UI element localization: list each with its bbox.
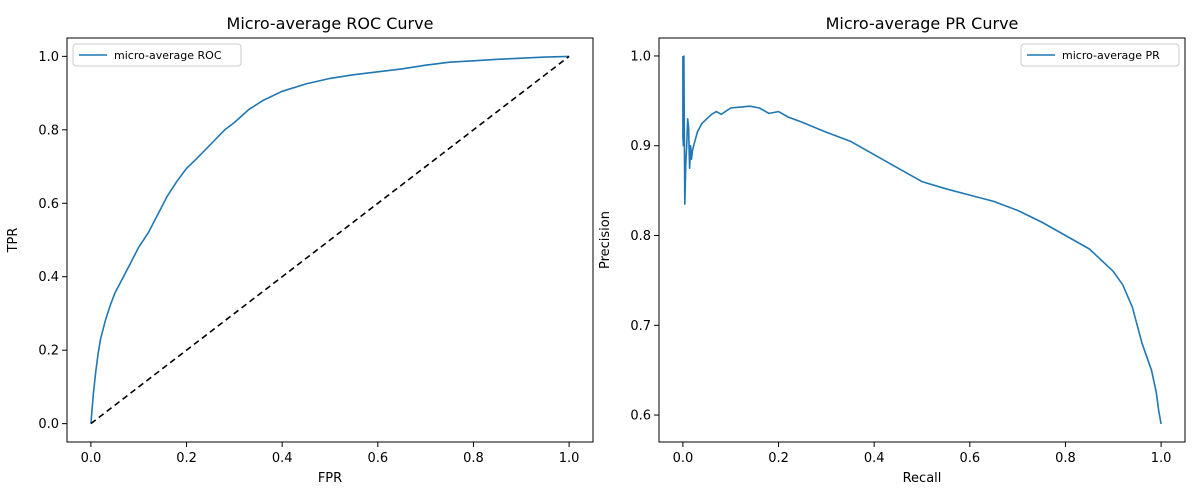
legend: micro-average ROC	[72, 43, 242, 67]
x-tick-label: 0.6	[367, 451, 388, 466]
series-line-micro-average-roc	[90, 55, 570, 424]
x-axis-label: FPR	[318, 471, 342, 486]
x-tick-label: 0.4	[272, 451, 293, 466]
x-tick-label: 0.0	[673, 451, 694, 466]
x-tick-label: 0.2	[176, 451, 197, 466]
x-tick-label: 0.2	[768, 451, 789, 466]
legend-box	[72, 43, 242, 67]
chart-panel-2: Micro-average PR Curve 0.0 0.2 0.4 0.6 0.8 1.0…	[598, 14, 1186, 486]
chart-title: Micro-average PR Curve	[826, 14, 1019, 33]
y-tick-label: 1.0	[630, 49, 651, 64]
y-tick-label: 0.4	[38, 270, 59, 285]
y-axis-label: Precision	[598, 211, 613, 269]
y-tick-label: 0.8	[38, 123, 59, 138]
x-tick-label: 1.0	[1151, 451, 1172, 466]
axes-frame	[658, 37, 1186, 443]
y-axis-label: TPR	[6, 228, 21, 254]
y-tick-label: 1.0	[38, 50, 59, 65]
x-tick-label: 0.8	[463, 451, 484, 466]
legend-label: micro-average ROC	[114, 49, 222, 62]
diagonal-reference-line	[90, 55, 570, 425]
y-tick-label: 0.9	[630, 139, 651, 154]
y-tick-label: 0.0	[38, 417, 59, 432]
chart-panel-1: Micro-average ROC Curve 0.0 0.2 0.4 0.6 0.8 1.…	[6, 14, 594, 486]
legend-label: micro-average PR	[1062, 49, 1160, 62]
y-tick-label: 0.6	[38, 197, 59, 212]
series-line-micro-average-pr	[682, 55, 1162, 425]
legend-box	[1020, 43, 1180, 67]
y-tick-label: 0.6	[630, 409, 651, 424]
y-tick-label: 0.7	[630, 319, 651, 334]
y-tick-label: 0.8	[630, 229, 651, 244]
x-tick-label: 0.4	[864, 451, 885, 466]
chart-title: Micro-average ROC Curve	[227, 14, 434, 33]
legend: micro-average PR	[1020, 43, 1180, 67]
axes-frame	[66, 37, 594, 443]
x-tick-label: 1.0	[559, 451, 580, 466]
x-tick-label: 0.8	[1055, 451, 1076, 466]
x-axis-label: Recall	[903, 471, 942, 486]
x-tick-label: 0.6	[959, 451, 980, 466]
y-tick-label: 0.2	[38, 344, 59, 359]
x-tick-label: 0.0	[81, 451, 102, 466]
